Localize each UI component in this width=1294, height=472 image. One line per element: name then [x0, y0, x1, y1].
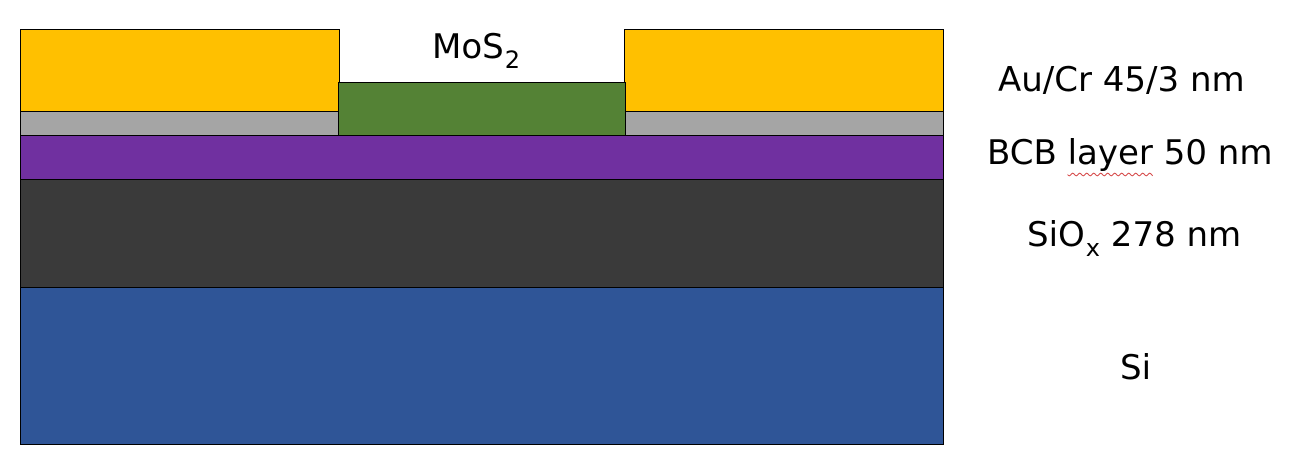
si-layer-label: Si: [1120, 348, 1152, 388]
bcb-layer-label: BCB layer 50 nm: [987, 136, 1272, 170]
cr-layer-right: [624, 111, 944, 136]
siox-label-suffix: 278 nm: [1100, 215, 1242, 255]
siox-label-subscript: x: [1085, 234, 1100, 262]
bcb-label-suffix: 50 nm: [1152, 133, 1273, 173]
mos2-channel: [338, 82, 626, 136]
cr-layer-left: [20, 111, 340, 136]
bcb-label-prefix: BCB: [987, 133, 1068, 173]
siox-label-main: SiO: [1027, 215, 1085, 255]
au-contact-left: [20, 29, 340, 112]
gold-layer-label: Au/Cr 45/3 nm: [998, 60, 1245, 100]
au-contact-right: [624, 29, 944, 112]
siox-layer-label: SiOx 278 nm: [1027, 215, 1242, 260]
bcb-label-word: layer: [1067, 133, 1153, 173]
mos2-label-subscript: 2: [504, 46, 520, 74]
mos2-label: MoS2: [432, 27, 520, 72]
siox-layer: [20, 179, 944, 288]
si-substrate-layer: [20, 287, 944, 445]
mos2-label-main: MoS: [432, 27, 504, 67]
bcb-layer: [20, 135, 944, 180]
